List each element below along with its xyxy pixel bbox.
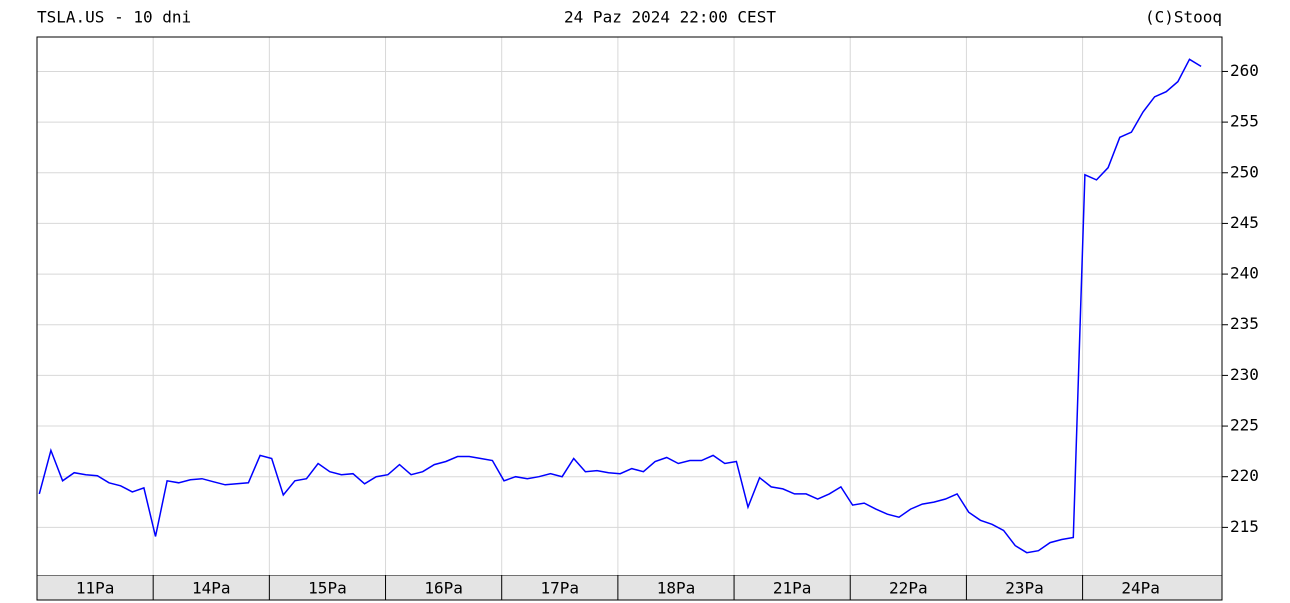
y-tick-label: 235	[1230, 314, 1259, 333]
price-line	[38, 58, 1202, 554]
y-tick-label: 225	[1230, 416, 1259, 435]
x-tick-label: 14Pa	[192, 579, 231, 598]
source: (C)Stooq	[1145, 8, 1222, 27]
y-tick-label: 240	[1230, 264, 1259, 283]
y-tick-label: 255	[1230, 112, 1259, 131]
y-tick-label: 260	[1230, 61, 1259, 80]
plot-area	[37, 37, 1222, 575]
x-tick-label: 16Pa	[424, 579, 463, 598]
date-strip	[36, 574, 1223, 601]
y-tick-label: 220	[1230, 466, 1259, 485]
x-tick-label: 22Pa	[889, 579, 928, 598]
x-tick-label: 11Pa	[76, 579, 115, 598]
x-tick-label: 21Pa	[773, 579, 812, 598]
x-tick-label: 23Pa	[1005, 579, 1044, 598]
x-tick-label: 24Pa	[1121, 579, 1160, 598]
y-tick-label: 250	[1230, 162, 1259, 181]
y-tick-label: 245	[1230, 213, 1259, 232]
x-tick-label: 15Pa	[308, 579, 347, 598]
x-tick-label: 18Pa	[657, 579, 696, 598]
plot-border	[36, 36, 1223, 601]
y-tick-label: 215	[1230, 517, 1259, 536]
x-tick-label: 17Pa	[541, 579, 580, 598]
chart-title: TSLA.US - 10 dni	[37, 8, 191, 27]
chart-subtitle: 24 Paz 2024 22:00 CEST	[564, 8, 776, 27]
y-tick-label: 230	[1230, 365, 1259, 384]
